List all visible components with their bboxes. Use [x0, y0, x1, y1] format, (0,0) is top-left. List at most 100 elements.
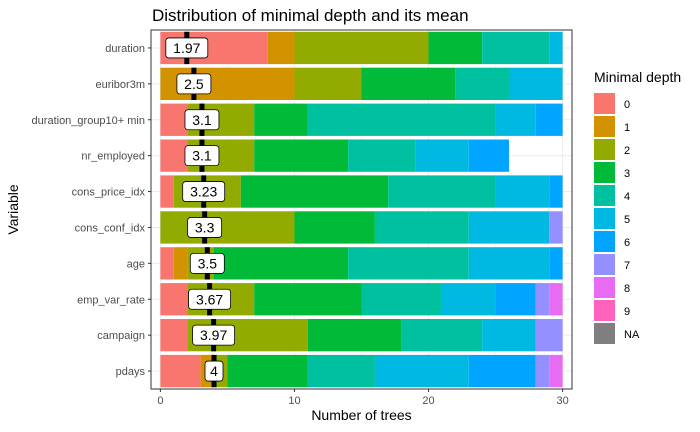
bar-segment-duration-depth-4	[482, 31, 550, 65]
y-tick-label: emp_var_rate	[77, 294, 145, 306]
bar-segment-euribor3m-depth-3	[361, 67, 456, 101]
bar-segment-campaign-depth-3	[307, 318, 402, 352]
bar-segment-nr-employed-depth-0	[160, 139, 188, 172]
mean-label-box	[184, 145, 220, 167]
legend-label: 2	[624, 145, 630, 157]
legend-key-4	[594, 185, 615, 206]
mean-label: 3.1	[192, 112, 212, 128]
mean-label-box	[182, 181, 226, 202]
bar-segment-cons-conf-idx-depth-4	[374, 211, 469, 244]
bar-segment-campaign-depth-7	[535, 318, 563, 352]
y-tick-label: cons_conf_idx	[75, 222, 146, 234]
mean-label: 3.3	[195, 219, 215, 235]
bar-segment-nr-employed-depth-6	[468, 139, 509, 172]
bar-segment-cons-price-idx-depth-6	[549, 175, 563, 208]
bar-segment-duration-group10-min-depth-6	[535, 103, 563, 136]
bar-segment-emp-var-rate-depth-5	[441, 283, 496, 316]
y-tick-label: pdays	[116, 366, 146, 378]
bar-segment-pdays-depth-6	[468, 354, 536, 388]
mean-label: 1.97	[173, 40, 200, 56]
bar-segment-age-depth-0	[160, 247, 174, 280]
mean-label: 3.1	[192, 148, 212, 164]
legend-label: 7	[624, 260, 630, 272]
bar-segment-emp-var-rate-depth-4	[361, 283, 442, 316]
bar-segment-cons-conf-idx-depth-5	[468, 211, 550, 244]
bar-segment-euribor3m-depth-2	[294, 67, 362, 101]
bar-segment-duration-group10-min-depth-5	[495, 103, 536, 136]
mean-label-box	[165, 37, 209, 59]
mean-label-box	[188, 288, 231, 310]
bar-segment-age-depth-4	[348, 247, 469, 280]
bar-segment-campaign-depth-4	[401, 318, 483, 352]
bar-segment-emp-var-rate-depth-6	[495, 283, 536, 316]
bar-segment-pdays-depth-3	[227, 354, 308, 388]
bar-segment-cons-conf-idx-depth-2	[160, 211, 295, 244]
x-axis-title: Number of trees	[311, 407, 411, 423]
legend-key-6	[594, 231, 615, 252]
legend-key-0	[594, 93, 615, 114]
y-tick-labels: duration euribor3m duration_group10+ min nr…	[32, 43, 151, 378]
y-tick-label: duration	[105, 43, 145, 55]
bar-segment-duration-depth-2	[294, 31, 429, 65]
mean-label-box	[192, 324, 236, 346]
bar-segment-campaign-depth-5	[482, 318, 536, 352]
bar-segment-cons-price-idx-depth-3	[240, 175, 389, 208]
mean-label-box	[176, 73, 212, 95]
y-tick-label: nr_employed	[81, 151, 145, 163]
legend-label: 5	[624, 214, 630, 226]
legend-key-8	[594, 277, 615, 298]
y-tick-label: age	[127, 258, 145, 270]
bar-segment-cons-price-idx-depth-0	[160, 175, 174, 208]
bar-segment-pdays-depth-7	[535, 354, 550, 388]
mean-label: 2.5	[184, 76, 204, 92]
mean-label-box	[204, 360, 224, 382]
bar-segment-cons-price-idx-depth-5	[495, 175, 550, 208]
bar-segment-age-depth-6	[549, 247, 563, 280]
legend-key-1	[594, 116, 615, 137]
bar-segment-nr-employed-depth-4	[348, 139, 416, 172]
bar-segment-nr-employed-depth-5	[415, 139, 469, 172]
bar-segment-duration-group10-min-depth-3	[254, 103, 308, 136]
mean-label: 3.23	[190, 184, 217, 200]
bar-segment-duration-depth-5	[549, 31, 563, 65]
bar-segment-pdays-depth-5	[374, 354, 469, 388]
legend-key-na	[594, 323, 615, 344]
y-axis-title: Variable	[5, 184, 21, 235]
x-tick-label: 0	[157, 395, 163, 407]
mean-label: 4	[210, 363, 218, 379]
mean-markers: 1.97 2.5 3.1 3.1 3.23 3.3 3.5 3.67 3.97 4	[165, 31, 236, 388]
bar-segment-age-depth-5	[468, 247, 550, 280]
bar-segment-duration-group10-min-depth-0	[160, 103, 188, 136]
bar-segment-euribor3m-depth-5	[508, 67, 563, 101]
legend-label: 1	[624, 122, 630, 134]
y-tick-label: campaign	[97, 330, 145, 342]
bar-segment-emp-var-rate-depth-8	[549, 283, 563, 316]
legend-label: 3	[624, 168, 630, 180]
bar-segment-emp-var-rate-depth-3	[254, 283, 362, 316]
legend-label: 4	[624, 191, 630, 203]
bar-segment-duration-depth-3	[428, 31, 483, 65]
bar-segment-cons-price-idx-depth-4	[388, 175, 496, 208]
x-tick-label: 10	[288, 395, 300, 407]
legend: Minimal depth 0 1 2 3 4 5 6 7 8 9 NA	[594, 69, 681, 344]
bar-segment-emp-var-rate-depth-7	[535, 283, 550, 316]
x-tick-label: 20	[422, 395, 434, 407]
legend-title: Minimal depth	[594, 69, 681, 85]
bar-segment-pdays-depth-0	[160, 354, 201, 388]
y-tick-label: euribor3m	[95, 79, 145, 91]
bar-segment-duration-group10-min-depth-4	[307, 103, 496, 136]
plot-area: 1.97 2.5 3.1 3.1 3.23 3.3 3.5 3.67 3.97 4 duration…	[32, 29, 573, 407]
bar-segment-pdays-depth-4	[307, 354, 375, 388]
chart-title: Distribution of minimal depth and its me…	[152, 6, 469, 25]
bar-segment-cons-conf-idx-depth-3	[294, 211, 375, 244]
legend-label: 6	[624, 237, 630, 249]
mean-label: 3.97	[200, 327, 227, 343]
bar-segment-pdays-depth-8	[549, 354, 563, 388]
legend-label: 0	[624, 99, 630, 111]
bar-segment-age-depth-3	[214, 247, 349, 280]
legend-label: NA	[624, 329, 640, 341]
mean-label-box	[187, 217, 223, 238]
bar-segment-euribor3m-depth-4	[455, 67, 509, 101]
legend-key-3	[594, 162, 615, 183]
